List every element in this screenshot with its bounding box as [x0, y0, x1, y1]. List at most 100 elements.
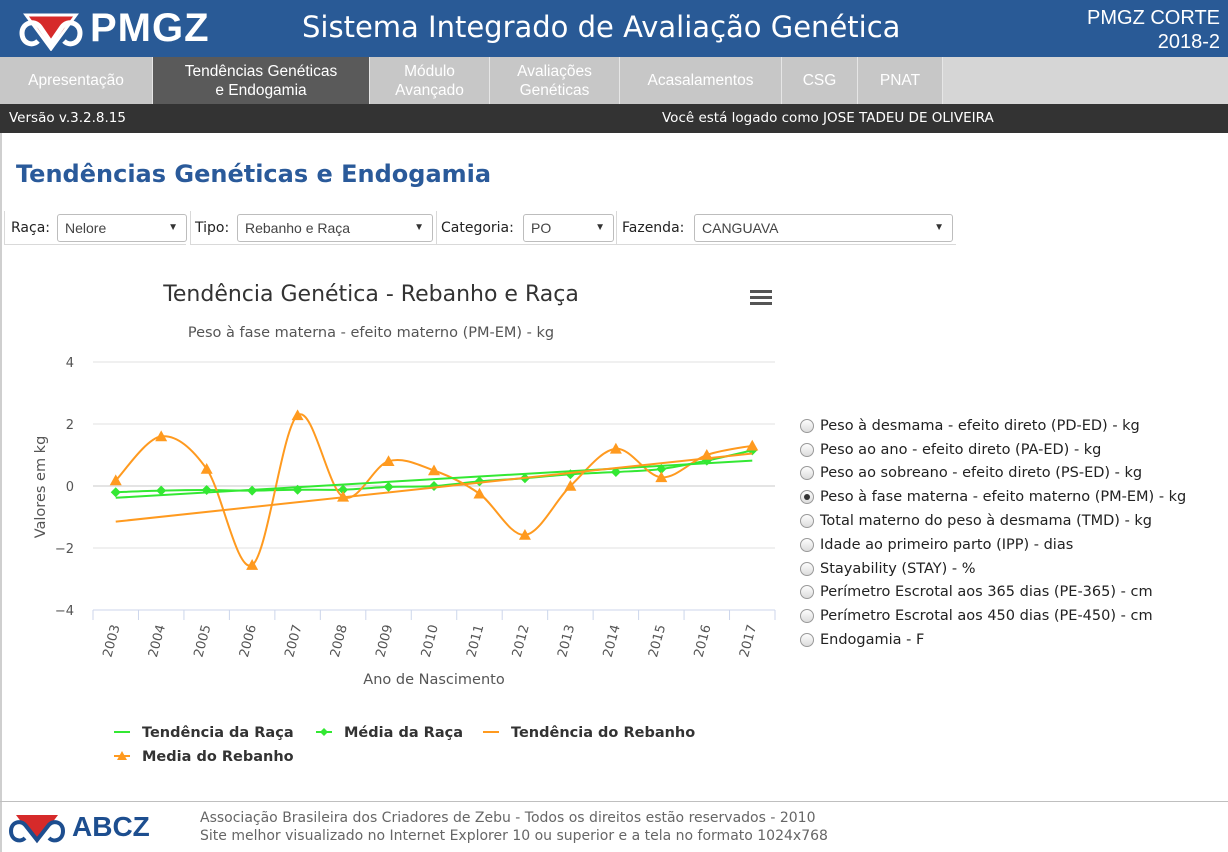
legend-item[interactable]: Media do Rebanho [114, 749, 294, 765]
trait-option-label: Idade ao primeiro parto (IPP) - dias [820, 536, 1074, 553]
fazenda-select[interactable]: CANGUAVA ▼ [694, 214, 953, 242]
logged-in-user: Você está logado como JOSE TADEU DE OLIV… [662, 110, 994, 126]
footer-copyright: Associação Brasileira dos Criadores de Z… [200, 810, 816, 826]
x-tick-label: 2008 [328, 623, 351, 659]
tipo-label: Tipo: [195, 220, 230, 236]
trait-option[interactable]: Peso à fase materna - efeito materno (PM… [800, 485, 1220, 509]
nav-label-line-2: e Endogamia [215, 81, 307, 99]
legend-item[interactable]: Tendência do Rebanho [483, 725, 695, 741]
nav-item-acasalamentos[interactable]: Acasalamentos [620, 57, 782, 104]
x-tick-label: 2013 [555, 623, 578, 659]
nav-item-tendencias[interactable]: Tendências Genéticas e Endogamia [153, 57, 370, 104]
data-point[interactable] [610, 467, 621, 478]
radio-button[interactable] [800, 561, 814, 576]
data-point[interactable] [473, 487, 486, 499]
raca-select[interactable]: Nelore ▼ [57, 214, 187, 242]
nav-label-line-2: Avançado [395, 81, 464, 99]
legend-label: Tendência do Rebanho [511, 725, 695, 741]
dropdown-arrow-icon: ▼ [168, 222, 178, 233]
radio-button[interactable] [800, 633, 814, 648]
radio-button[interactable] [800, 514, 814, 529]
legend-marker [320, 728, 328, 736]
nav-item-avaliacoes[interactable]: Avaliações Genéticas [490, 57, 620, 104]
trait-option-label: Peso à desmama - efeito direto (PD-ED) -… [820, 417, 1140, 434]
series-line [115, 413, 753, 567]
radio-button[interactable] [800, 609, 814, 624]
pmgz-logo[interactable]: PMGZ [18, 4, 210, 52]
data-point[interactable] [564, 480, 577, 491]
nav-item-apresentacao[interactable]: Apresentação [0, 57, 153, 104]
trait-option-label: Stayability (STAY) - % [820, 560, 976, 577]
raca-label: Raça: [11, 220, 50, 236]
trait-option[interactable]: Idade ao primeiro parto (IPP) - dias [800, 533, 1220, 557]
edition-line-1: PMGZ CORTE [1087, 7, 1220, 29]
data-point[interactable] [109, 474, 122, 486]
status-bar: Versão v.3.2.8.15 Você está logado como … [0, 104, 1228, 133]
categoria-select[interactable]: PO ▼ [523, 214, 614, 242]
nav-item-csg[interactable]: CSG [782, 57, 858, 104]
trait-option[interactable]: Perímetro Escrotal aos 365 dias (PE-365)… [800, 581, 1220, 605]
trait-option[interactable]: Perímetro Escrotal aos 450 dias (PE-450)… [800, 604, 1220, 628]
page-left-border [0, 133, 2, 852]
legend-item[interactable]: Média da Raça [316, 725, 463, 741]
hamburger-menu-icon[interactable] [750, 290, 772, 305]
trait-option[interactable]: Endogamia - F [800, 628, 1220, 652]
data-point[interactable] [246, 559, 259, 570]
data-point[interactable] [428, 464, 440, 476]
data-point[interactable] [338, 484, 349, 495]
radio-button[interactable] [800, 442, 814, 457]
y-tick-label: 2 [66, 418, 74, 433]
trait-option-label: Peso ao sobreano - efeito direto (PS-ED)… [820, 465, 1143, 482]
data-point[interactable] [429, 481, 439, 491]
logo-text: PMGZ [90, 5, 210, 50]
trait-option[interactable]: Peso ao sobreano - efeito direto (PS-ED)… [800, 462, 1220, 486]
data-point[interactable] [110, 487, 121, 498]
data-point[interactable] [156, 485, 167, 496]
x-tick-label: 2010 [419, 623, 442, 659]
nav-label: Acasalamentos [647, 72, 754, 89]
legend-item[interactable]: Tendência da Raça [114, 725, 294, 741]
data-point[interactable] [746, 439, 759, 451]
trait-option[interactable]: Total materno do peso à desmama (TMD) - … [800, 509, 1220, 533]
radio-button[interactable] [800, 537, 814, 552]
data-point[interactable] [291, 409, 304, 421]
filter-raca: Raça: Nelore ▼ [4, 211, 187, 245]
data-point[interactable] [200, 462, 213, 474]
page-title: Tendências Genéticas e Endogamia [16, 160, 492, 188]
radio-button[interactable] [800, 418, 814, 433]
trait-option[interactable]: Peso à desmama - efeito direto (PD-ED) -… [800, 414, 1220, 438]
x-tick-label: 2007 [282, 623, 305, 659]
nav-label-line-1: Tendências Genéticas [184, 62, 338, 80]
abcz-logo[interactable]: ABCZ [8, 808, 150, 846]
data-point[interactable] [609, 442, 622, 454]
trait-option[interactable]: Peso ao ano - efeito direto (PA-ED) - kg [800, 438, 1220, 462]
pmgz-logo-icon [19, 13, 83, 51]
data-point[interactable] [518, 528, 531, 540]
radio-button[interactable] [800, 585, 814, 600]
data-point[interactable] [655, 471, 668, 483]
y-tick-label: 4 [66, 356, 74, 371]
edition-label: PMGZ CORTE 2018-2 [1087, 6, 1220, 54]
y-tick-label: −4 [55, 604, 74, 619]
app-header: PMGZ Sistema Integrado de Avaliação Gené… [0, 0, 1228, 57]
data-point[interactable] [337, 490, 350, 502]
nav-item-pnat[interactable]: PNAT [858, 57, 943, 104]
x-axis-label: Ano de Nascimento [363, 672, 505, 688]
nav-label: Apresentação [28, 72, 124, 89]
radio-button[interactable] [800, 490, 814, 505]
nav-item-modulo-avancado[interactable]: Módulo Avançado [370, 57, 490, 104]
radio-button[interactable] [800, 466, 814, 481]
data-point[interactable] [383, 481, 394, 492]
footer-browser-note: Site melhor visualizado no Internet Expl… [200, 828, 828, 844]
x-tick-label: 2005 [191, 623, 214, 659]
fazenda-label: Fazenda: [622, 220, 685, 236]
data-point[interactable] [382, 455, 395, 466]
tipo-value: Rebanho e Raça [245, 220, 351, 236]
trait-option-label: Perímetro Escrotal aos 450 dias (PE-450)… [820, 608, 1153, 625]
data-point[interactable] [155, 430, 168, 442]
trait-option[interactable]: Stayability (STAY) - % [800, 557, 1220, 581]
tipo-select[interactable]: Rebanho e Raça ▼ [237, 214, 433, 242]
filter-tipo: Tipo: Rebanho e Raça ▼ [190, 211, 436, 245]
categoria-value: PO [531, 220, 552, 236]
abcz-logo-icon [9, 815, 66, 844]
